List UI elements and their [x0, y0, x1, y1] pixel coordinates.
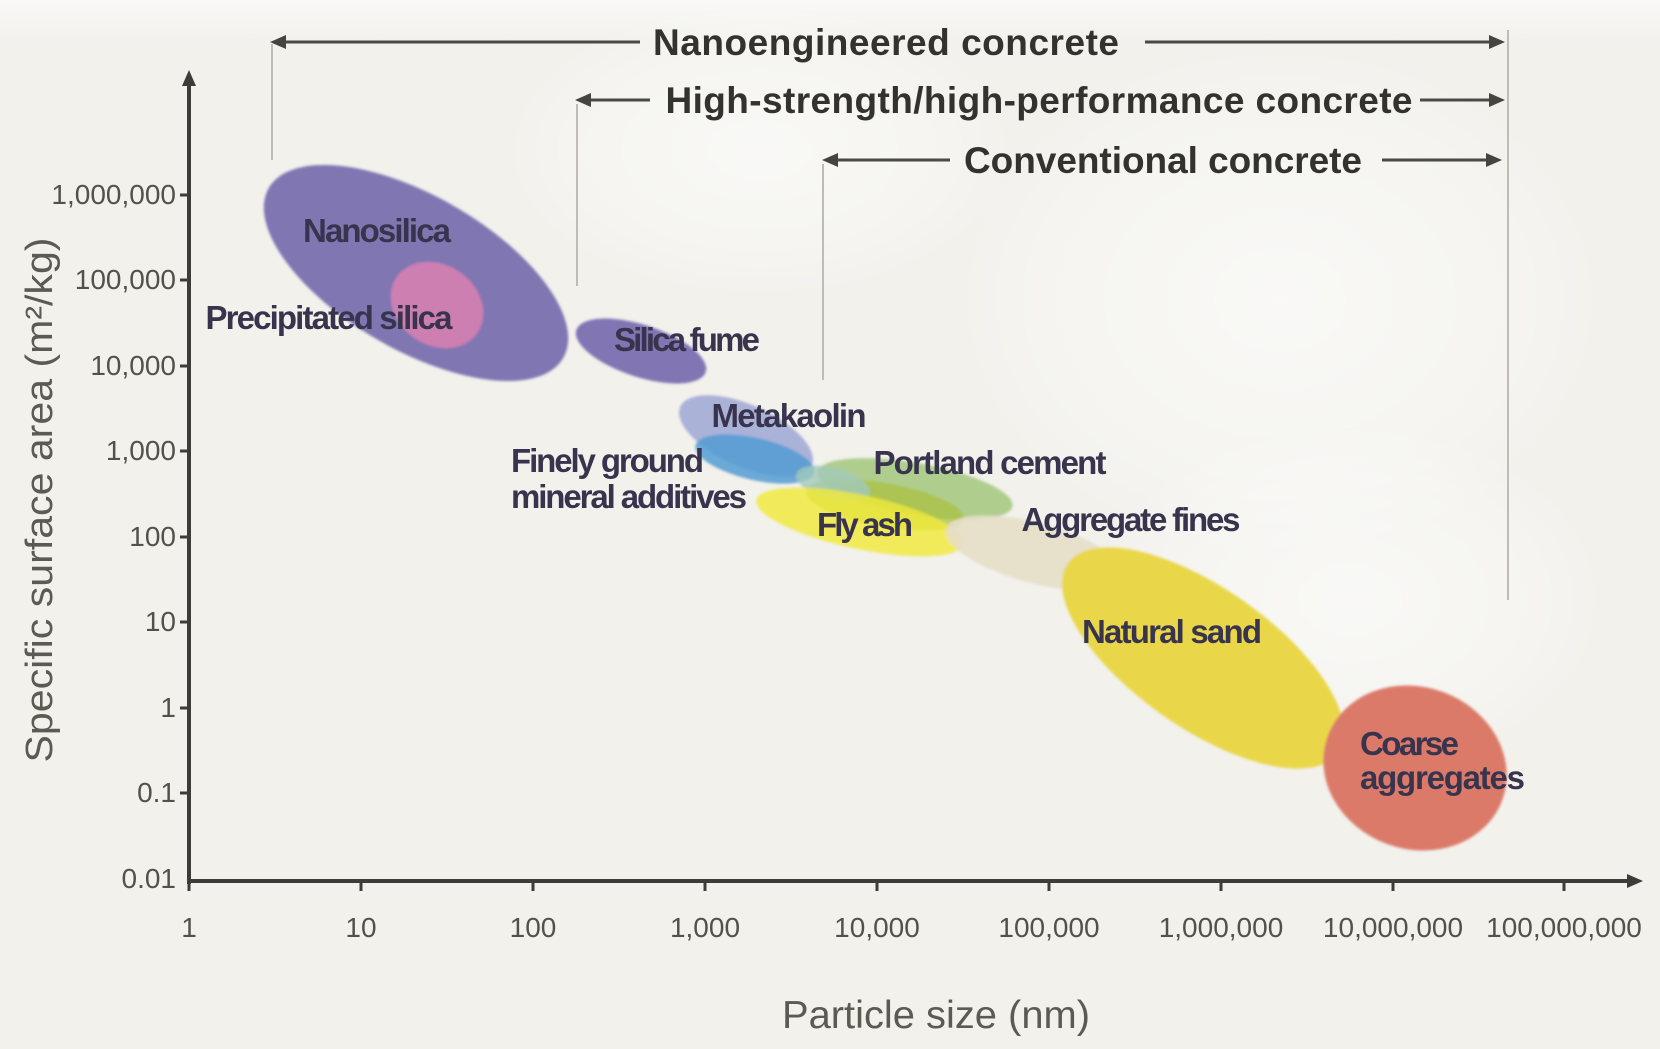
svg-text:mineral additives: mineral additives — [511, 478, 747, 515]
svg-text:10: 10 — [145, 606, 176, 637]
svg-text:Finely ground: Finely ground — [511, 442, 704, 479]
svg-text:Aggregate fines: Aggregate fines — [1022, 501, 1241, 538]
svg-text:1: 1 — [160, 692, 176, 723]
svg-text:0.01: 0.01 — [122, 863, 177, 894]
svg-text:Coarse: Coarse — [1360, 725, 1459, 762]
svg-text:Fly ash: Fly ash — [817, 506, 913, 543]
svg-text:100,000: 100,000 — [998, 912, 1099, 943]
svg-text:1,000: 1,000 — [106, 435, 176, 466]
svg-text:10,000: 10,000 — [834, 912, 920, 943]
svg-text:100,000: 100,000 — [75, 264, 176, 295]
svg-text:1,000,000: 1,000,000 — [1159, 912, 1284, 943]
svg-text:Portland cement: Portland cement — [874, 444, 1107, 481]
svg-text:10,000,000: 10,000,000 — [1323, 912, 1463, 943]
svg-text:0.1: 0.1 — [137, 777, 176, 808]
svg-text:1,000: 1,000 — [670, 912, 740, 943]
svg-text:Nanoengineered concrete: Nanoengineered concrete — [653, 22, 1119, 63]
svg-text:Natural sand: Natural sand — [1082, 613, 1262, 650]
svg-text:Metakaolin: Metakaolin — [712, 397, 867, 434]
svg-text:Precipitated silica: Precipitated silica — [206, 299, 454, 336]
svg-text:Specific surface area (m²/kg): Specific surface area (m²/kg) — [19, 238, 61, 763]
svg-text:Particle size (nm): Particle size (nm) — [782, 994, 1090, 1037]
svg-text:aggregates: aggregates — [1360, 759, 1525, 796]
svg-text:100,000,000: 100,000,000 — [1486, 912, 1642, 943]
svg-text:10: 10 — [345, 912, 376, 943]
svg-text:100: 100 — [510, 912, 557, 943]
svg-text:10,000: 10,000 — [90, 350, 176, 381]
svg-text:1: 1 — [181, 912, 197, 943]
svg-text:Silica fume: Silica fume — [614, 321, 760, 358]
svg-text:Nanosilica: Nanosilica — [303, 212, 452, 249]
svg-text:1,000,000: 1,000,000 — [51, 179, 176, 210]
svg-text:Conventional concrete: Conventional concrete — [964, 140, 1362, 181]
svg-text:High-strength/high-performance: High-strength/high-performance concrete — [666, 80, 1413, 121]
svg-text:100: 100 — [129, 521, 176, 552]
